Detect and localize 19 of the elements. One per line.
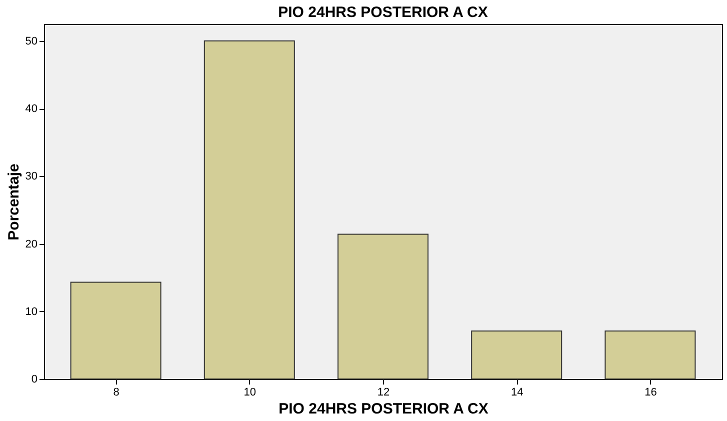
bar xyxy=(70,282,162,380)
bar xyxy=(604,330,696,380)
x-tick-label: 16 xyxy=(644,386,657,398)
chart-title: PIO 24HRS POSTERIOR A CX xyxy=(278,4,488,21)
y-tick-label: 0 xyxy=(31,374,38,386)
bar xyxy=(338,234,428,380)
x-axis-title: PIO 24HRS POSTERIOR A CX xyxy=(278,400,488,418)
y-tick-label: 40 xyxy=(25,103,38,116)
bar xyxy=(204,40,295,380)
x-tick-label: 10 xyxy=(244,386,256,398)
x-tick-label: 14 xyxy=(510,386,524,398)
y-tick-label: 50 xyxy=(25,35,38,48)
x-tick-label: 8 xyxy=(113,386,120,398)
y-tick-label: 20 xyxy=(25,238,38,250)
bar xyxy=(471,330,562,380)
x-tick-label: 12 xyxy=(377,386,390,398)
y-tick-label: 10 xyxy=(25,306,38,318)
y-tick-label: 30 xyxy=(25,170,38,183)
y-axis-title: Porcentaje xyxy=(5,164,22,240)
